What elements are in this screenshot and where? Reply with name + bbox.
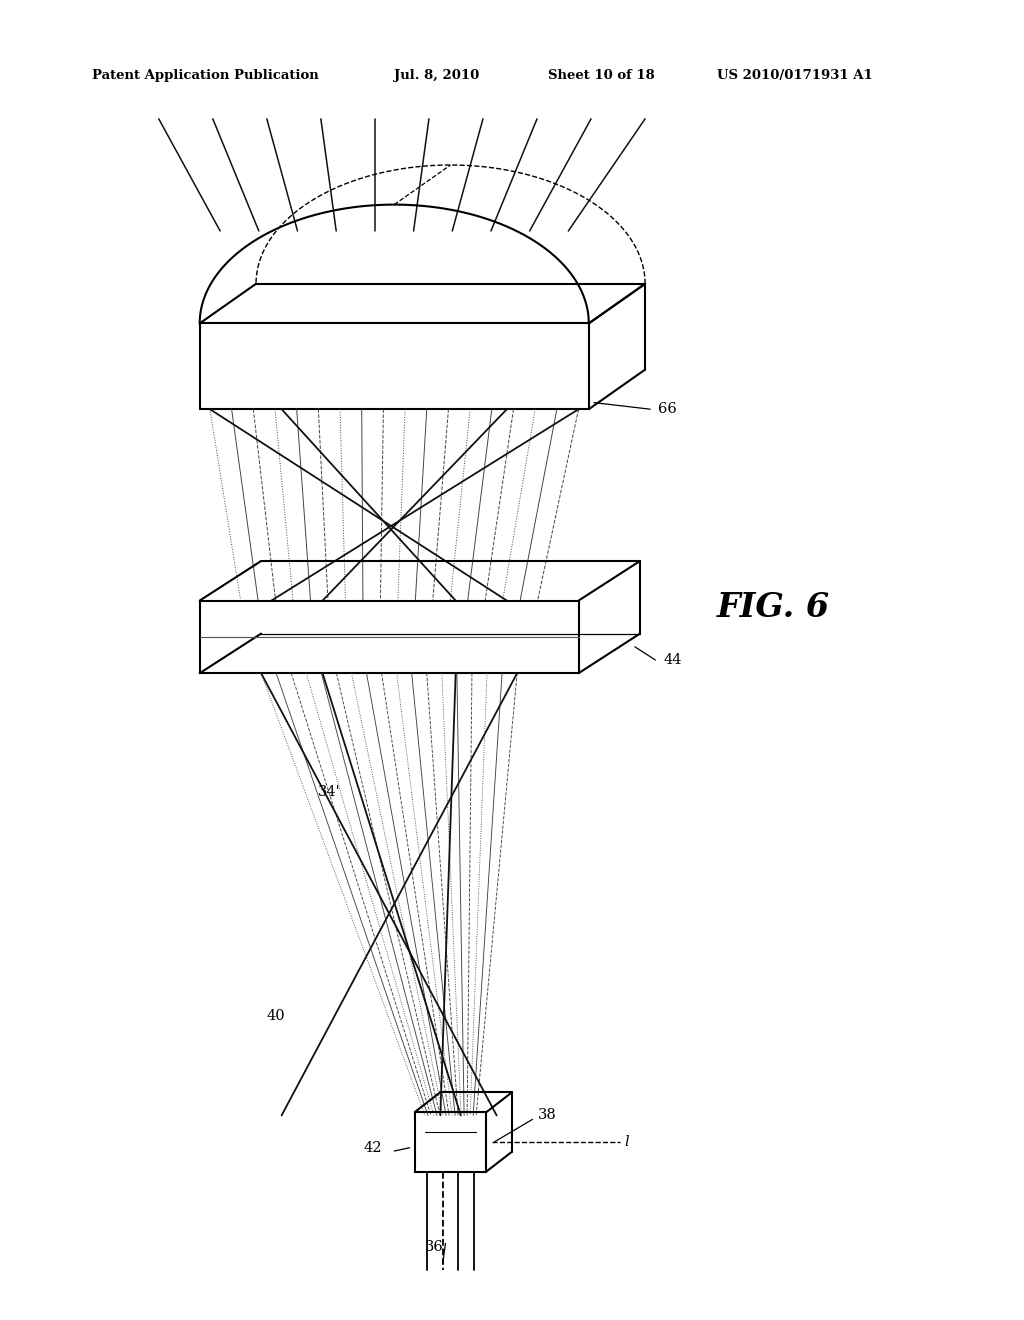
- Text: US 2010/0171931 A1: US 2010/0171931 A1: [717, 69, 872, 82]
- Text: 66: 66: [658, 403, 677, 416]
- Text: 38: 38: [538, 1109, 556, 1122]
- Text: FIG. 6: FIG. 6: [717, 591, 829, 624]
- Text: 40: 40: [266, 1010, 285, 1023]
- Text: 34': 34': [317, 785, 340, 799]
- Text: Patent Application Publication: Patent Application Publication: [92, 69, 318, 82]
- Text: 42: 42: [364, 1142, 382, 1155]
- Text: 44: 44: [664, 653, 682, 667]
- Text: Sheet 10 of 18: Sheet 10 of 18: [548, 69, 654, 82]
- Text: 36: 36: [425, 1241, 443, 1254]
- Text: l: l: [625, 1135, 630, 1148]
- Text: Jul. 8, 2010: Jul. 8, 2010: [394, 69, 479, 82]
